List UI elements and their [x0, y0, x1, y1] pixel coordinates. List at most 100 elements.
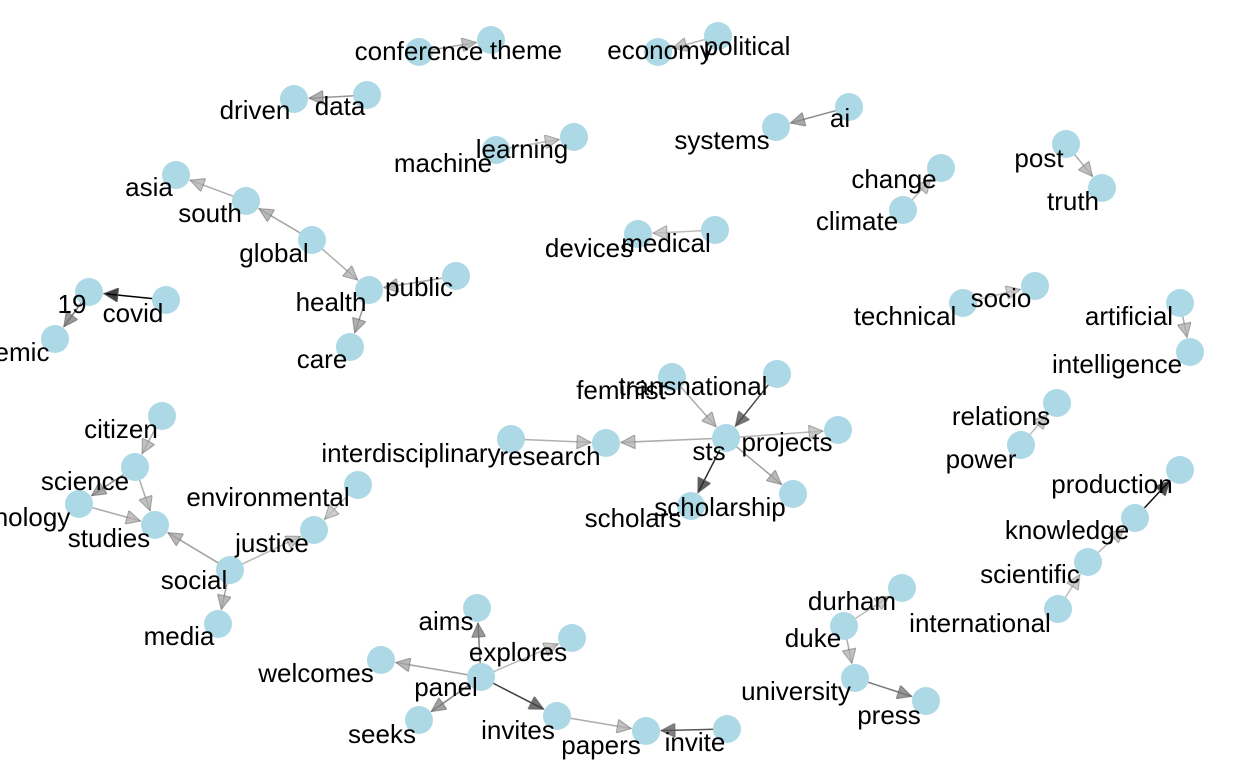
node-label-media: media	[144, 621, 215, 651]
node-economy	[644, 38, 672, 66]
edge-conference-to-theme	[430, 43, 476, 51]
node-feminist	[658, 363, 686, 391]
node-label-care: care	[297, 344, 348, 374]
node-label-medical: medical	[621, 228, 711, 258]
node-label-seeks: seeks	[348, 719, 416, 749]
node-press	[912, 687, 940, 715]
node-technical	[949, 289, 977, 317]
edge-sts-to-research	[621, 439, 715, 443]
node-label-explores: explores	[469, 637, 567, 667]
node-label-covid: covid	[103, 298, 164, 328]
node-climate	[889, 196, 917, 224]
node-covid	[152, 286, 180, 314]
edge-panel-to-invites	[491, 681, 544, 710]
node-asia	[162, 161, 190, 189]
edge-medical-to-devices	[653, 231, 704, 234]
edge-science-to-nology	[92, 472, 126, 496]
node-theme	[477, 26, 505, 54]
edge-citizen-to-science	[141, 426, 158, 454]
edge-technical-to-socio	[974, 289, 1021, 301]
node-label-theme: theme	[490, 35, 562, 65]
node-artificial	[1166, 289, 1194, 317]
edge-public-to-health	[384, 277, 445, 288]
edge-feminist-to-sts	[679, 385, 716, 427]
node-label-invite: invite	[665, 727, 726, 757]
node-label-political: political	[704, 31, 791, 61]
node-welcomes	[367, 646, 395, 674]
node-conference	[405, 38, 433, 66]
node-seeks	[405, 706, 433, 734]
node-environmental	[344, 471, 372, 499]
node-label-citizen: citizen	[84, 414, 158, 444]
node-label-conference: conference	[355, 36, 484, 66]
edge-social-to-media	[221, 581, 227, 610]
node-label-global: global	[239, 238, 308, 268]
node-sts	[712, 424, 740, 452]
node-label-change: change	[851, 164, 936, 194]
node-power	[1007, 431, 1035, 459]
edge-duke-to-durham	[853, 596, 890, 621]
node-care	[336, 333, 364, 361]
node-university	[841, 664, 869, 692]
node-label-international: international	[909, 608, 1051, 638]
node-label-projects: projects	[741, 427, 832, 457]
node-label-ai: ai	[830, 103, 850, 133]
node-label-relations: relations	[952, 401, 1050, 431]
node-label-economy: economy	[607, 35, 713, 65]
edge-panel-to-aims	[478, 623, 480, 666]
node-label-public: public	[385, 272, 453, 302]
edge-duke-to-university	[847, 637, 852, 664]
node-layer	[41, 22, 1204, 745]
node-label-machine: machine	[394, 148, 492, 178]
edge-data-to-driven	[309, 96, 356, 99]
node-public	[442, 262, 470, 290]
node-knowledge	[1121, 504, 1149, 532]
edge-university-to-press	[866, 680, 911, 697]
node-label-press: press	[857, 700, 921, 730]
node-label-justice: justice	[234, 528, 309, 558]
edge-covid-to-19	[104, 294, 155, 299]
edge-social-to-studies	[168, 533, 221, 565]
edge-sts-to-projects	[737, 431, 823, 437]
node-label-interdisciplinary: interdisciplinary	[321, 438, 500, 468]
node-social	[216, 556, 244, 584]
edge-scientific-to-knowledge	[1096, 528, 1124, 555]
node-duke	[830, 612, 858, 640]
node-data	[353, 81, 381, 109]
node-driven	[280, 85, 308, 113]
edge-global-to-health	[320, 247, 358, 280]
edge-international-to-scientific	[1063, 575, 1080, 600]
node-truth	[1088, 174, 1116, 202]
node-label-technical: technical	[854, 301, 957, 331]
node-label-artificial: artificial	[1085, 301, 1173, 331]
node-label-papers: papers	[561, 730, 641, 760]
node-label-studies: studies	[68, 523, 150, 553]
node-label-power: power	[946, 444, 1017, 474]
node-transnational	[763, 360, 791, 388]
node-label-university: university	[741, 676, 851, 706]
node-label-health: health	[296, 287, 367, 317]
node-political	[704, 22, 732, 50]
node-health	[355, 276, 383, 304]
edge-science-to-studies	[138, 478, 150, 511]
node-post	[1052, 130, 1080, 158]
node-label-production: production	[1051, 469, 1172, 499]
node-label-devices: devices	[545, 233, 633, 263]
node-label-learning: learning	[476, 134, 569, 164]
node-label-scientific: scientific	[980, 559, 1080, 589]
node-panel	[467, 663, 495, 691]
edge-panel-to-welcomes	[396, 663, 470, 676]
node-label-environmental: environmental	[186, 482, 349, 512]
node-science	[121, 453, 149, 481]
node-label-knowledge: knowledge	[1005, 515, 1129, 545]
node-durham	[888, 574, 916, 602]
node-label-invites: invites	[481, 715, 555, 745]
node-label-intelligence: intelligence	[1052, 349, 1182, 379]
edge-artificial-to-intelligence	[1182, 314, 1187, 338]
edge-political-to-economy	[673, 39, 707, 48]
node-justice	[300, 516, 328, 544]
node-interdisciplinary	[497, 425, 525, 453]
edge-panel-to-seeks	[431, 683, 472, 712]
